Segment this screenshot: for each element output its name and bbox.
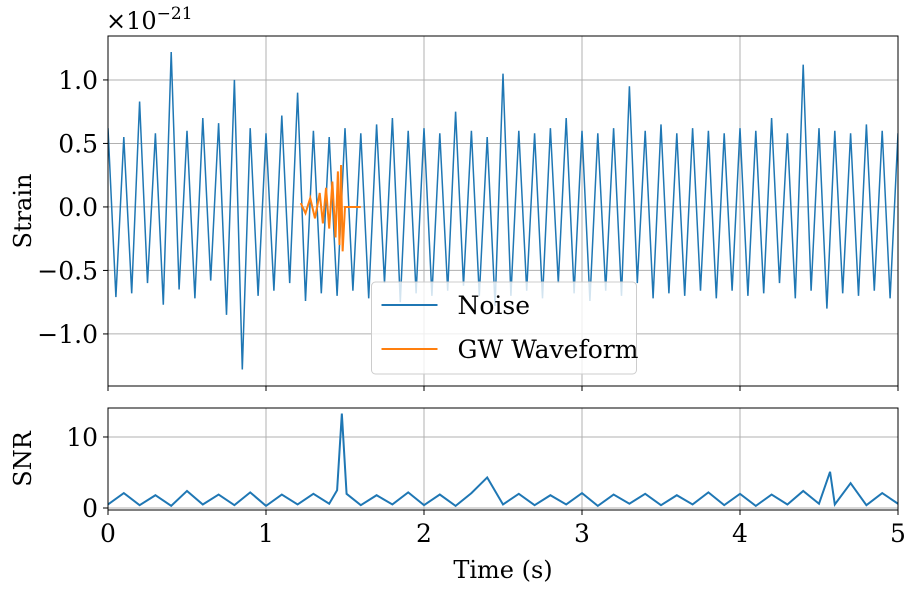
x-tick-label: 5: [890, 519, 906, 548]
axes-frame: [107, 35, 899, 387]
y-tick-label: 0.5: [58, 129, 98, 158]
y-tick-label: −1.0: [37, 320, 98, 349]
y-tick-label: 1.0: [58, 66, 98, 95]
y-axis-label: SNR: [9, 430, 37, 486]
y-tick-label: 10: [66, 423, 98, 452]
x-tick-label: 3: [574, 519, 590, 548]
y-axis-label: Strain: [9, 174, 37, 249]
series-line: [299, 165, 361, 252]
y-tick-label: 0.0: [58, 193, 98, 222]
series-line: [108, 51, 898, 370]
legend-label: Noise: [458, 291, 531, 320]
x-axis-label: Time (s): [453, 556, 552, 584]
y-tick-label: −0.5: [37, 256, 98, 285]
axes-frame: [107, 407, 899, 511]
legend-label: GW Waveform: [458, 335, 639, 364]
x-tick-label: 2: [416, 519, 432, 548]
offset-base: ×10: [106, 7, 157, 35]
plot-area: [108, 413, 898, 508]
y-tick-label: 0: [82, 494, 98, 523]
x-tick-label: 1: [258, 519, 274, 548]
plot-area: [108, 51, 898, 370]
series-line: [108, 413, 898, 508]
x-tick-label: 4: [732, 519, 748, 548]
offset-exponent: −21: [157, 4, 193, 24]
offset-label: ×10−21: [106, 4, 193, 35]
legend-box: [371, 281, 637, 375]
x-tick-label: 0: [100, 519, 116, 548]
